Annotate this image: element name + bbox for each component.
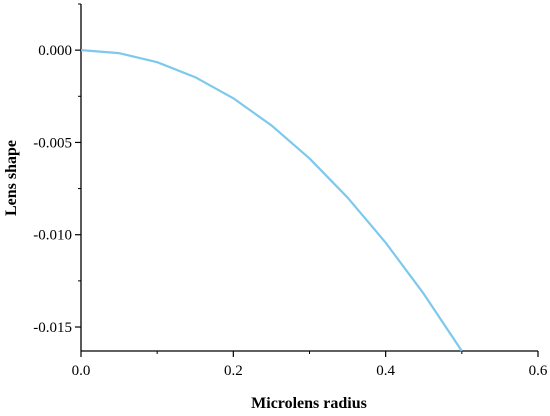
y-tick-label: 0.000 <box>38 43 72 59</box>
series-group <box>80 49 463 352</box>
y-tick-label: -0.005 <box>33 135 72 151</box>
y-tick-label: -0.010 <box>33 228 72 244</box>
x-tick-label: 0.2 <box>224 363 243 379</box>
x-tick-label: 0.6 <box>529 363 548 379</box>
x-axis-title: Microlens radius <box>251 395 367 412</box>
x-tick-label: 0.4 <box>376 363 395 379</box>
series-line <box>80 49 463 352</box>
x-tick-label: 0.0 <box>72 363 91 379</box>
y-axis-title: Lens shape <box>3 140 20 216</box>
ticks: 0.0 0.2 0.4 0.6 0.000 -0.005 -0.010 -0.015 <box>33 3 548 379</box>
y-tick-label: -0.015 <box>33 320 72 336</box>
axes <box>80 4 538 352</box>
